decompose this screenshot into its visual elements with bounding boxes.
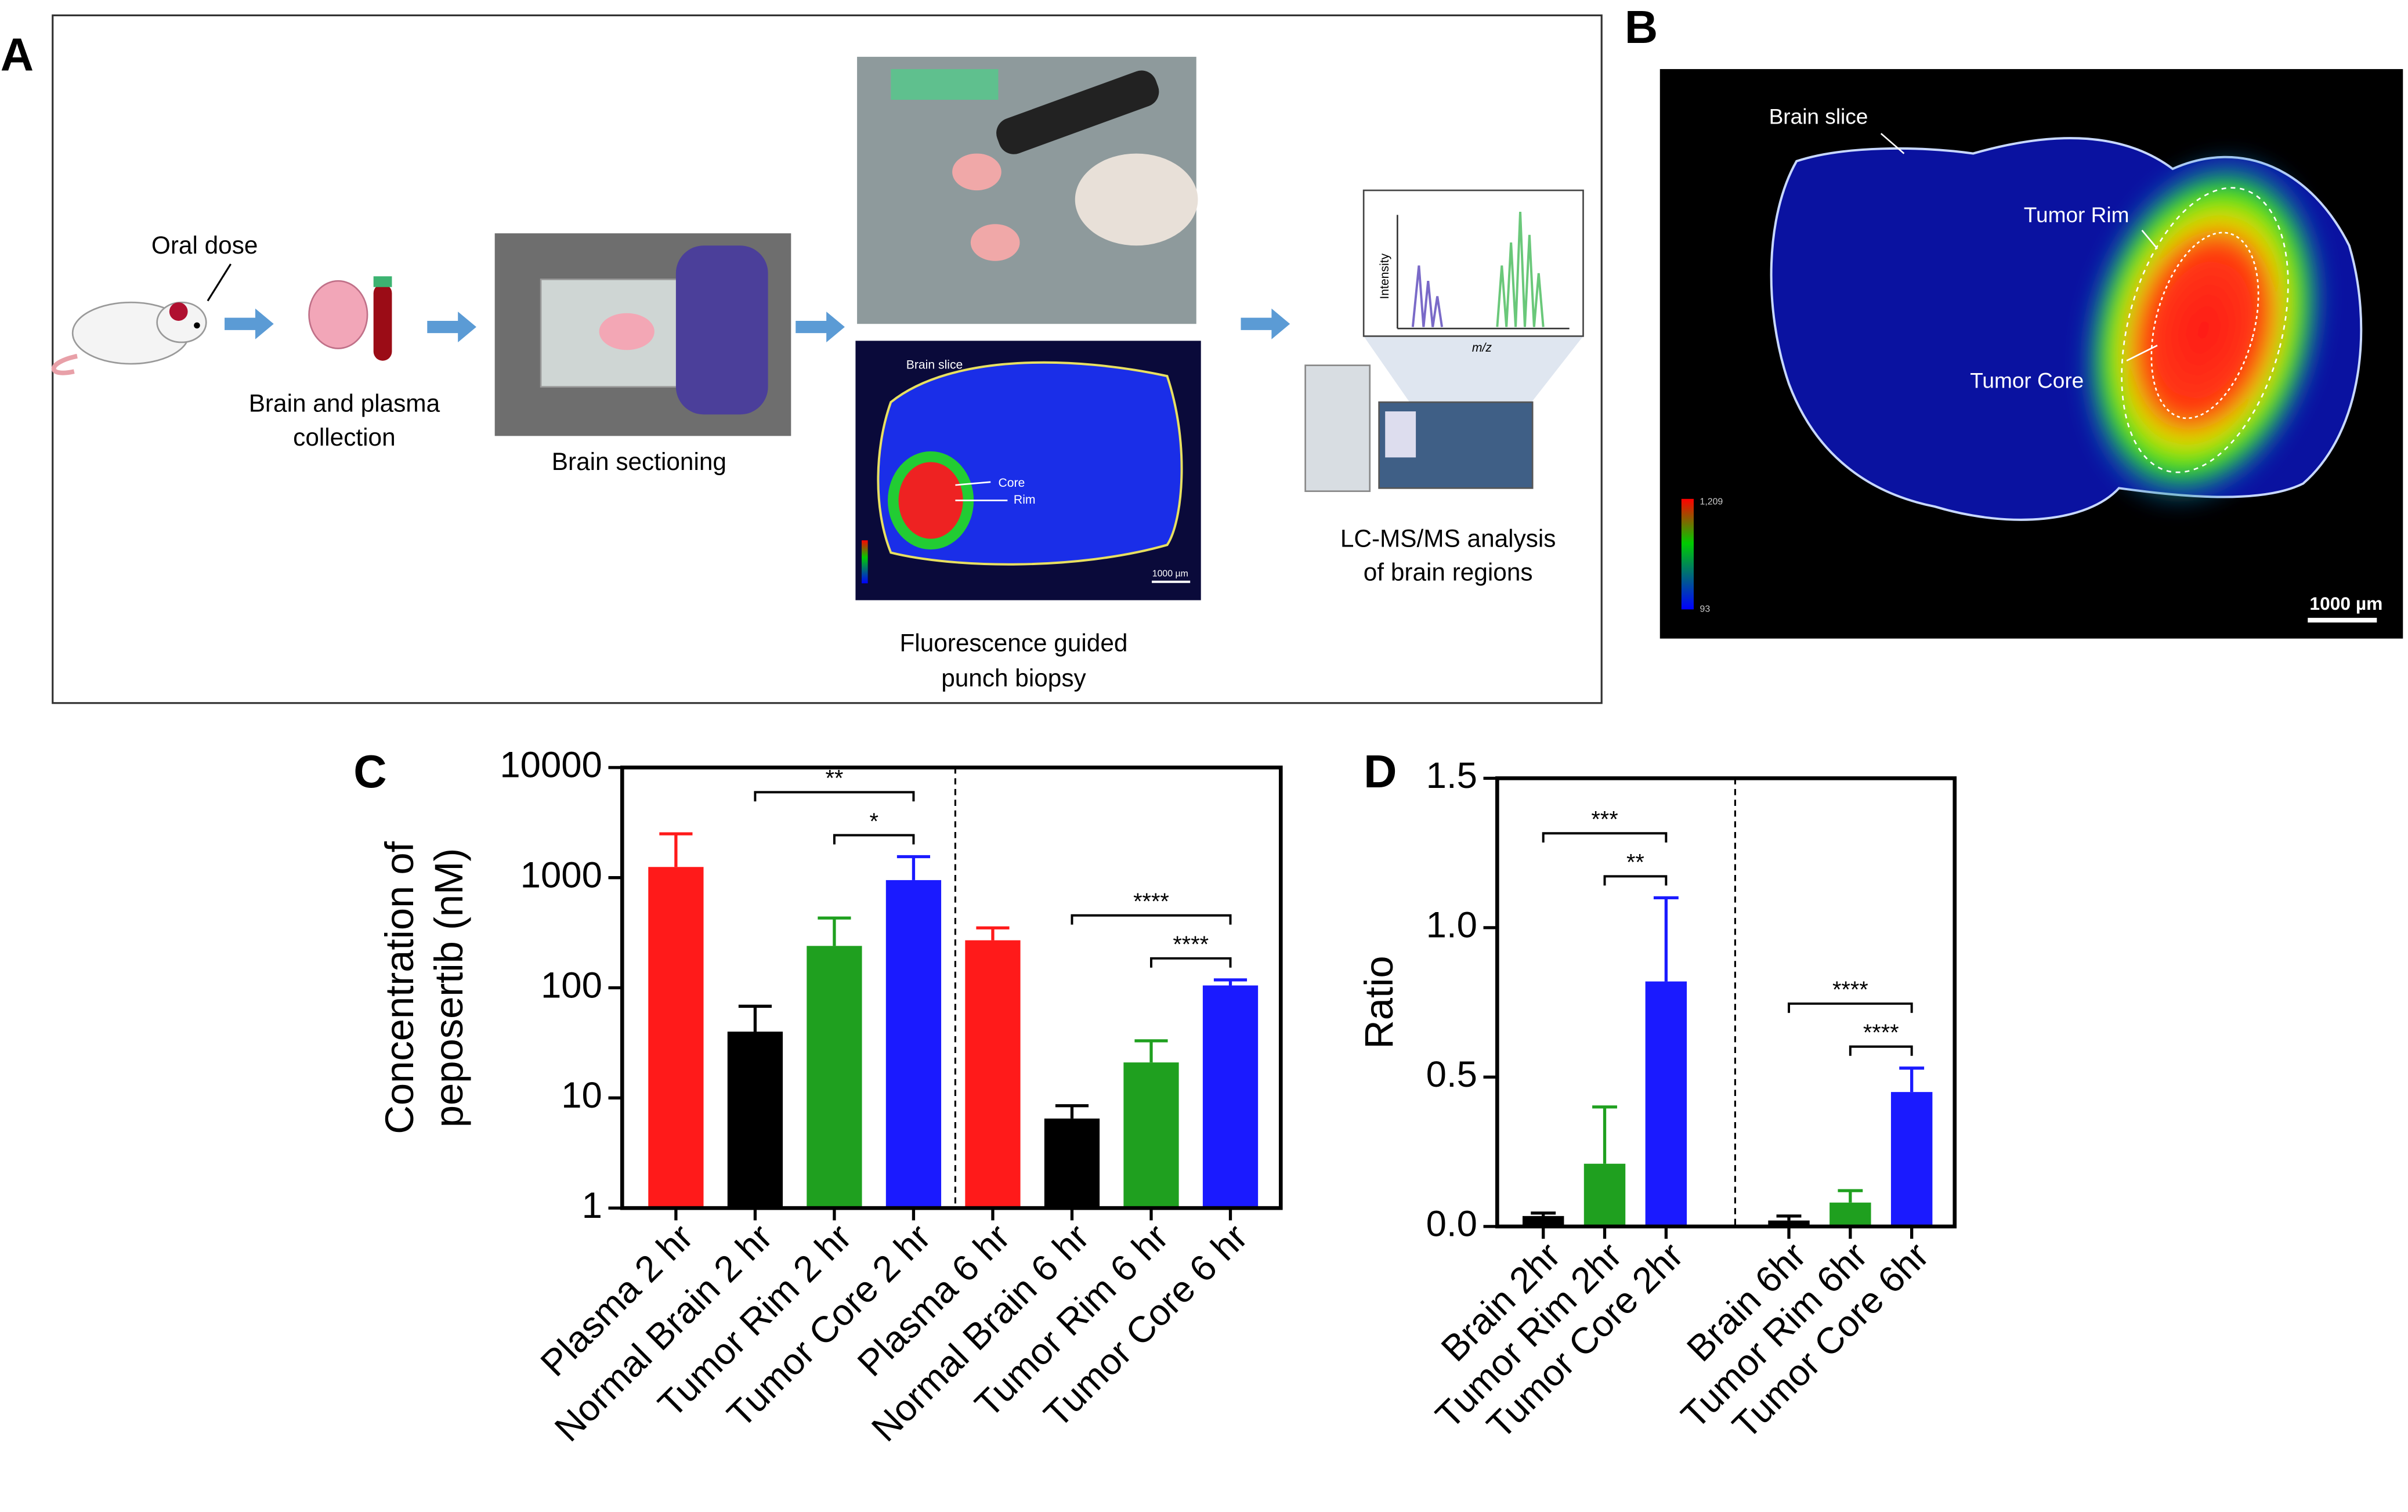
significance-bracket xyxy=(1788,1002,1913,1013)
plot-frame xyxy=(1495,776,1957,1229)
image-label: 1000 µm xyxy=(2309,593,2382,614)
image-label: Tumor Core xyxy=(1970,368,2084,393)
panel-frame xyxy=(52,14,1603,704)
significance-label: * xyxy=(869,809,878,834)
significance-label: ** xyxy=(825,766,843,791)
bar xyxy=(1044,1118,1100,1209)
pointer xyxy=(207,263,232,302)
significance-bracket xyxy=(833,834,915,845)
bar xyxy=(1645,981,1687,1227)
significance-bracket xyxy=(1150,957,1232,968)
bar xyxy=(648,867,704,1209)
significance-label: **** xyxy=(1133,889,1169,914)
significance-bracket xyxy=(754,791,915,802)
image-label: 1000 µm xyxy=(1152,569,1188,579)
significance-label: **** xyxy=(1863,1020,1899,1046)
bar xyxy=(807,946,862,1209)
significance-bracket xyxy=(1071,914,1232,925)
significance-label: ** xyxy=(1626,850,1644,876)
rim-outline xyxy=(2121,187,2289,473)
panel-a: Oral dose Brain and plasma collection Br… xyxy=(51,14,1603,704)
lcms-instrument xyxy=(1304,189,1584,492)
significance-bracket xyxy=(1603,875,1668,886)
pointer xyxy=(1880,133,1905,154)
tumor-signal xyxy=(2076,149,2331,511)
colorbar-label: 93 xyxy=(1700,605,1711,614)
plot-frame xyxy=(620,765,1283,1210)
colorbar-label: 1,209 xyxy=(1700,497,1723,507)
mouse xyxy=(51,301,207,375)
bar xyxy=(1890,1092,1933,1227)
spectrum-axis-label: m/z xyxy=(1472,341,1492,355)
image-label: Brain slice xyxy=(1769,104,1868,128)
y-axis-label: Concentration of xyxy=(377,841,422,1134)
step-label: Fluorescence guided xyxy=(899,629,1127,656)
image-label: Core xyxy=(998,476,1025,490)
core-outline xyxy=(2150,231,2259,419)
y-tick-label: 100 xyxy=(541,965,602,1005)
y-tick-label: 0.5 xyxy=(1426,1054,1477,1095)
image-label: Rim xyxy=(1014,493,1036,507)
significance-bracket xyxy=(1542,832,1668,843)
bar xyxy=(965,940,1021,1209)
colorbar xyxy=(1681,498,1694,610)
panel-label: B xyxy=(1625,1,1658,53)
y-tick-label: 10000 xyxy=(500,745,602,786)
bar xyxy=(1829,1202,1871,1227)
y-tick-label: 1.0 xyxy=(1426,905,1477,946)
y-tick-label: 1000 xyxy=(520,855,602,895)
flow-arrows xyxy=(225,308,1290,342)
bar xyxy=(727,1032,783,1209)
step-label: Brain and plasma xyxy=(249,390,440,417)
bar xyxy=(1522,1216,1564,1227)
y-tick-label: 1 xyxy=(582,1185,602,1226)
bar xyxy=(1768,1220,1810,1227)
pointer xyxy=(2126,345,2158,361)
significance-label: **** xyxy=(1173,932,1209,957)
significance-bracket xyxy=(1849,1045,1913,1056)
image-label: Brain slice xyxy=(906,358,963,371)
y-tick-label: 1.5 xyxy=(1426,755,1477,796)
pointer xyxy=(2141,230,2158,249)
step-label: collection xyxy=(293,424,395,451)
y-axis-label: Ratio xyxy=(1357,956,1401,1049)
y-tick-label: 10 xyxy=(561,1075,602,1116)
step-label: Brain sectioning xyxy=(552,448,726,475)
significance-label: **** xyxy=(1832,977,1868,1003)
y-axis-label: peposertib (nM) xyxy=(426,848,471,1128)
fluorescence-image xyxy=(855,341,1201,601)
bar xyxy=(885,880,942,1209)
step-label: Oral dose xyxy=(151,231,258,259)
bar xyxy=(1202,985,1259,1209)
sectioning-photo xyxy=(494,233,791,436)
brain-icon xyxy=(308,280,368,349)
step-label: punch biopsy xyxy=(941,664,1086,692)
spectrum-axis-label: Intensity xyxy=(1378,253,1391,299)
panel-label: D xyxy=(1364,746,1397,797)
y-tick-label: 0.0 xyxy=(1426,1204,1477,1245)
bar xyxy=(1583,1163,1626,1227)
image-label: Tumor Rim xyxy=(2024,202,2129,227)
tube-cap xyxy=(373,276,392,287)
panel-label: A xyxy=(1,29,34,81)
panel-label: C xyxy=(353,746,386,797)
punch-photo xyxy=(857,56,1198,324)
panel-b xyxy=(1659,69,2403,639)
bar xyxy=(1123,1062,1179,1209)
step-label: of brain regions xyxy=(1364,559,1533,586)
significance-label: *** xyxy=(1591,807,1618,833)
step-label: LC-MS/MS analysis xyxy=(1340,525,1556,552)
tube-icon xyxy=(373,284,392,361)
